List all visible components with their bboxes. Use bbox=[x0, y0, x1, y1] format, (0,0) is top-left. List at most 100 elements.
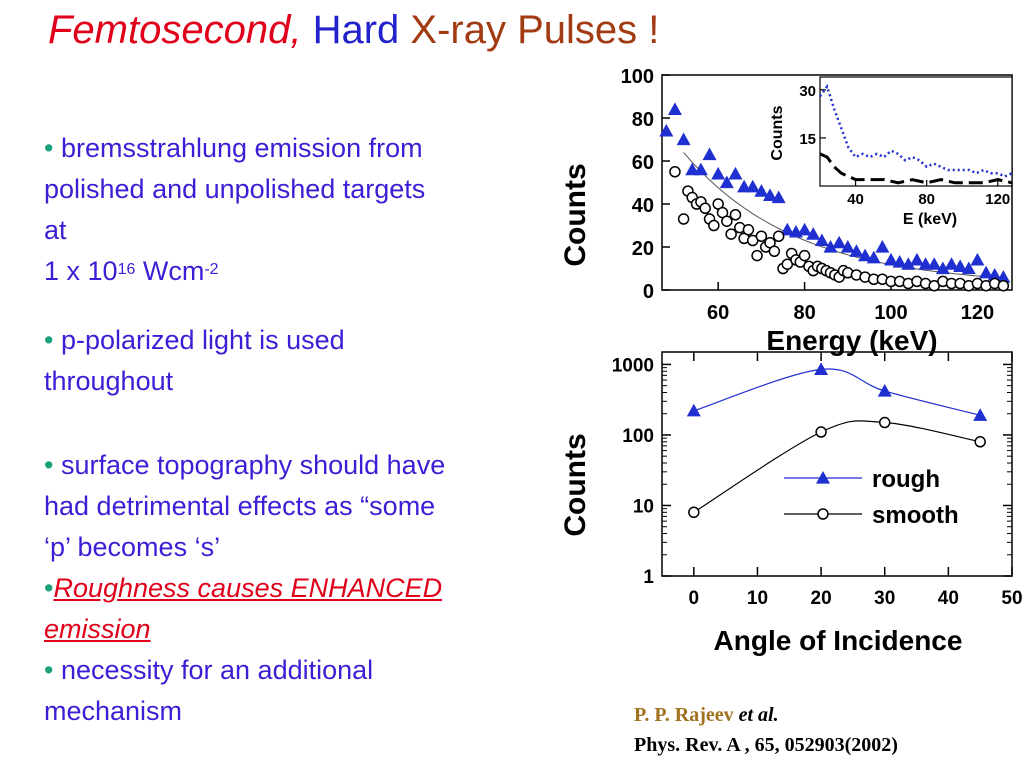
spectrum-triangle-point bbox=[797, 222, 812, 236]
spectrum-triangle-point bbox=[745, 179, 760, 193]
spectrum-circle-point bbox=[725, 228, 737, 240]
spectrum-triangle-point bbox=[771, 190, 786, 204]
angle-smooth-point bbox=[688, 506, 700, 519]
bullet-roughness: •Roughness causes ENHANCED emission bbox=[44, 568, 564, 650]
spectrum-y-tick-label: 40 bbox=[632, 195, 654, 217]
spectrum-triangle-point bbox=[849, 244, 864, 257]
spectrum-triangle-point bbox=[875, 240, 890, 253]
spectrum-y-tick-label: 80 bbox=[632, 109, 654, 131]
spectrum-triangle-point bbox=[987, 267, 1002, 281]
spectrum-triangle-point bbox=[944, 257, 959, 270]
spectrum-y-tick-label: 0 bbox=[643, 281, 654, 303]
spectrum-triangle-point bbox=[719, 175, 734, 189]
spectrum-triangle-point bbox=[754, 184, 769, 197]
spectrum-triangle-point bbox=[840, 240, 855, 253]
angle-x-tick-label: 10 bbox=[747, 588, 768, 609]
bullet-text: polished and unpolished targets bbox=[44, 174, 426, 204]
superscript: -2 bbox=[204, 261, 219, 278]
bullet-bremsstrahlung: • bremsstrahlung emission from polished … bbox=[44, 128, 564, 292]
legend-rough-label: rough bbox=[872, 466, 940, 493]
spectrum-triangle-point bbox=[884, 252, 899, 266]
spectrum-triangle-point bbox=[866, 250, 881, 264]
spectrum-triangle-point bbox=[814, 233, 829, 247]
title-part-xray: X-ray Pulses ! bbox=[410, 8, 660, 52]
legend-smooth-marker bbox=[817, 508, 829, 520]
bullet-mechanism: • necessity for an additional mechanism bbox=[44, 650, 564, 732]
bullet-text: ‘p’ becomes ‘s’ bbox=[44, 532, 221, 562]
spectrum-triangle-point bbox=[935, 261, 950, 275]
spectrum-circle-point bbox=[708, 219, 720, 232]
spectrum-triangle-point bbox=[711, 166, 726, 180]
title-part-hard: Hard bbox=[312, 8, 400, 52]
angle-rough-point bbox=[973, 408, 988, 421]
angle-x-tick-label: 20 bbox=[811, 588, 832, 609]
bullet-text: at bbox=[44, 215, 67, 245]
angle-y-tick-label: 100 bbox=[622, 426, 654, 447]
spectrum-x-tick-label: 100 bbox=[874, 302, 907, 324]
citation-journal: Phys. Rev. A , 65, 052903(2002) bbox=[634, 734, 898, 756]
angle-smooth-line bbox=[693, 420, 981, 513]
bullet-text: Roughness causes ENHANCED bbox=[53, 573, 443, 603]
spectrum-x-tick-label: 60 bbox=[707, 302, 729, 324]
bullet-text: throughout bbox=[44, 366, 174, 396]
inset-y-tick-label: 15 bbox=[799, 131, 816, 148]
bullet-text: surface topography should have bbox=[53, 450, 446, 480]
angle-rough-point bbox=[877, 383, 892, 397]
spectrum-triangle-point bbox=[780, 222, 795, 236]
spectrum-triangle-point bbox=[823, 240, 838, 253]
bullet-p-polarized: • p-polarized light is used throughout bbox=[44, 320, 564, 402]
spectrum-triangle-point bbox=[702, 147, 717, 161]
bullet-text: emission bbox=[44, 614, 151, 644]
angle-rough-line bbox=[693, 368, 981, 416]
inset-plot-frame bbox=[819, 76, 1013, 187]
inset-x-axis-label: E (keV) bbox=[903, 211, 957, 228]
bullet-text: Wcm bbox=[135, 256, 205, 286]
bullet-marker: • bbox=[44, 133, 54, 163]
spectrum-triangle-point bbox=[901, 257, 916, 270]
spectrum-circle-point bbox=[997, 279, 1010, 292]
spectrum-circle-point bbox=[751, 249, 763, 262]
angle-y-axis-label: Counts bbox=[559, 433, 592, 536]
spectrum-triangle-point bbox=[763, 188, 778, 201]
angle-rough-point bbox=[814, 362, 829, 375]
spectrum-y-tick-label: 100 bbox=[621, 66, 654, 88]
spectrum-y-axis-label: Counts bbox=[559, 163, 592, 266]
spectrum-triangle-point bbox=[659, 123, 674, 137]
spectrum-x-tick-label: 80 bbox=[793, 302, 815, 324]
bullet-text: 1 x 10 bbox=[44, 256, 118, 286]
bullet-text: mechanism bbox=[44, 696, 183, 726]
angle-x-tick-label: 50 bbox=[1001, 588, 1022, 609]
spectrum-triangle-point bbox=[909, 252, 924, 266]
angle-x-tick-label: 30 bbox=[874, 588, 895, 609]
bullet-marker: • bbox=[44, 573, 54, 603]
slide-title: Femtosecond, Hard X-ray Pulses ! bbox=[48, 8, 659, 53]
citation: P. P. Rajeev et al. Phys. Rev. A , 65, 0… bbox=[634, 700, 898, 760]
spectrum-triangle-point bbox=[970, 252, 985, 266]
spectrum-triangle-point bbox=[996, 270, 1011, 283]
spectrum-triangle-point bbox=[961, 261, 976, 275]
legend-smooth-label: smooth bbox=[872, 502, 959, 529]
spectrum-triangle-point bbox=[676, 132, 691, 146]
spectrum-circle-point bbox=[798, 249, 811, 262]
angle-smooth-point bbox=[974, 436, 986, 448]
bullet-marker: • bbox=[44, 655, 54, 685]
spectrum-y-tick-label: 20 bbox=[632, 238, 654, 260]
spectrum-triangle-point bbox=[927, 257, 942, 270]
bullet-marker: • bbox=[44, 325, 54, 355]
inset-x-tick-label: 40 bbox=[847, 191, 864, 208]
spectrum-circle-point bbox=[721, 215, 733, 227]
bullet-marker: • bbox=[44, 450, 54, 480]
bullet-text: had detrimental effects as “some bbox=[44, 491, 436, 521]
spectrum-triangle-point bbox=[667, 102, 682, 115]
spectrum-triangle-point bbox=[806, 227, 821, 240]
title-part-femtosecond: Femtosecond, bbox=[48, 8, 302, 52]
angle-x-tick-label: 40 bbox=[938, 588, 959, 609]
bullet-text: p-polarized light is used bbox=[60, 325, 345, 355]
angle-plot-frame bbox=[661, 351, 1013, 577]
spectrum-circle-point bbox=[699, 202, 711, 215]
spectrum-x-tick-label: 120 bbox=[961, 302, 994, 324]
spectrum-circle-point bbox=[772, 230, 785, 242]
angle-y-tick-label: 1 bbox=[643, 567, 654, 588]
bullet-text: bremsstrahlung emission from bbox=[53, 133, 423, 163]
